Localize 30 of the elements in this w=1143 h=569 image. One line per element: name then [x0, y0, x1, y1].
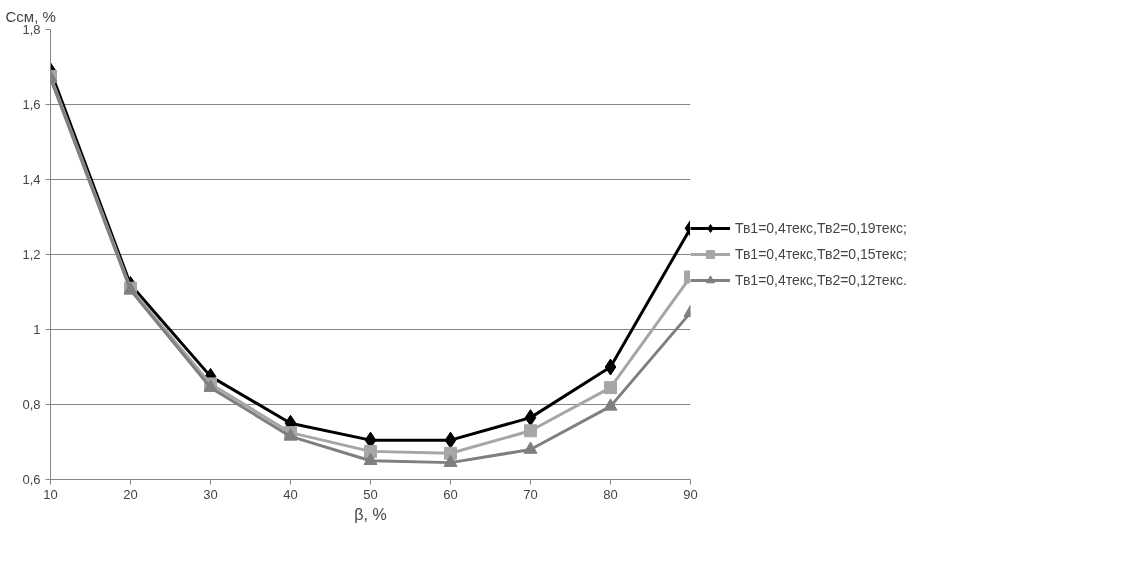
- y-tick-label: 1,8: [22, 22, 41, 37]
- y-axis-title: Ссм, %: [5, 7, 56, 25]
- x-tick-label: 90: [683, 486, 698, 502]
- y-tick-label: 1: [33, 322, 41, 337]
- y-tick-label: 0,8: [22, 397, 41, 412]
- x-tick-label: 70: [523, 486, 538, 502]
- point: [524, 409, 537, 427]
- legend-label: Тв1=0,4текс,Тв2=0,15текс;: [735, 246, 907, 262]
- point: [523, 441, 538, 454]
- point: [604, 381, 617, 395]
- point: [363, 452, 378, 465]
- legend-label: Тв1=0,4текс,Тв2=0,12текс.: [735, 272, 907, 288]
- x-tick-label: 60: [443, 486, 458, 502]
- y-tick-label: 1,2: [22, 247, 41, 262]
- point: [443, 454, 458, 467]
- y-tick-label: 0,6: [22, 472, 41, 487]
- x-tick-label: 20: [123, 486, 138, 502]
- y-tick-label: 1,4: [22, 172, 41, 187]
- point: [604, 358, 617, 376]
- x-tick-label: 80: [603, 486, 618, 502]
- point: [603, 398, 618, 411]
- point: [444, 431, 457, 449]
- x-tick-label: 30: [203, 486, 218, 502]
- legend-label: Тв1=0,4текс,Тв2=0,19текс;: [735, 220, 907, 236]
- x-tick-label: 10: [43, 486, 58, 502]
- y-tick-label: 1,6: [22, 97, 41, 112]
- x-tick-label: 50: [363, 486, 378, 502]
- x-axis-title: β, %: [354, 505, 387, 523]
- x-tick-label: 40: [283, 486, 298, 502]
- point: [524, 424, 537, 438]
